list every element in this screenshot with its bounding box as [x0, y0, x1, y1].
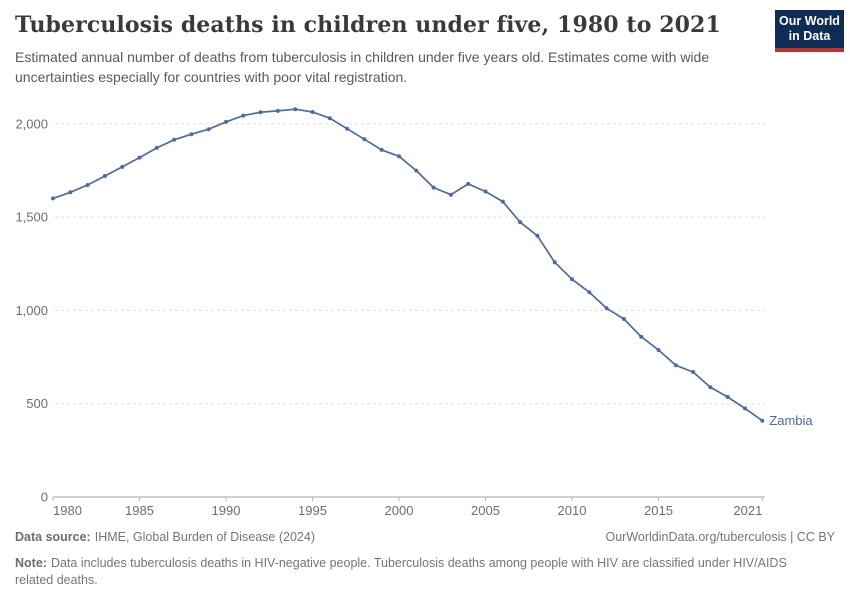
chart-title: Tuberculosis deaths in children under fi… — [15, 12, 721, 38]
svg-text:0: 0 — [41, 490, 48, 505]
series-line-zambia — [51, 107, 765, 423]
footer-source-row: Data source: IHME, Global Burden of Disea… — [15, 530, 835, 546]
svg-text:Zambia: Zambia — [769, 413, 813, 428]
y-axis-labels: 0 500 1,000 1,500 2,000 — [15, 116, 48, 504]
chart-footer: Data source: IHME, Global Burden of Disea… — [15, 530, 835, 588]
svg-text:1990: 1990 — [212, 503, 241, 518]
owid-url-link[interactable]: OurWorldinData.org/tuberculosis | CC BY — [605, 530, 836, 544]
owid-logo-line2: in Data — [788, 29, 831, 43]
svg-text:2000: 2000 — [385, 503, 414, 518]
footer-note: Note: Data includes tuberculosis deaths i… — [15, 555, 815, 589]
data-source-text: IHME, Global Burden of Disease (2024) — [94, 530, 315, 544]
note-label: Note: — [15, 555, 47, 570]
svg-text:2005: 2005 — [471, 503, 500, 518]
svg-text:1980: 1980 — [53, 503, 82, 518]
svg-text:2021: 2021 — [733, 503, 762, 518]
svg-text:1,000: 1,000 — [15, 303, 48, 318]
series-end-label: Zambia — [769, 413, 813, 428]
chart-plot-area[interactable]: 0 500 1,000 1,500 2,000 1980 1985 1990 1995 2000… — [0, 95, 850, 530]
svg-text:1,500: 1,500 — [15, 210, 48, 225]
x-axis — [52, 496, 765, 501]
data-source-label: Data source: — [15, 530, 91, 544]
svg-text:1985: 1985 — [125, 503, 154, 518]
chart-header: Tuberculosis deaths in children under fi… — [15, 12, 765, 87]
svg-text:2,000: 2,000 — [15, 116, 48, 131]
data-source: Data source: IHME, Global Burden of Disea… — [15, 530, 315, 546]
y-gridlines — [55, 123, 765, 405]
x-axis-labels: 1980 1985 1990 1995 2000 2005 2010 2015 2021 — [53, 503, 762, 518]
owid-logo[interactable]: Our World in Data — [775, 10, 844, 52]
svg-text:1995: 1995 — [298, 503, 327, 518]
note-text: Data includes tuberculosis deaths in HIV… — [15, 555, 787, 587]
owid-logo-line1: Our World — [779, 13, 840, 28]
chart-subtitle: Estimated annual number of deaths from t… — [15, 49, 710, 85]
svg-text:500: 500 — [26, 396, 48, 411]
svg-text:2015: 2015 — [644, 503, 673, 518]
svg-text:2010: 2010 — [558, 503, 587, 518]
